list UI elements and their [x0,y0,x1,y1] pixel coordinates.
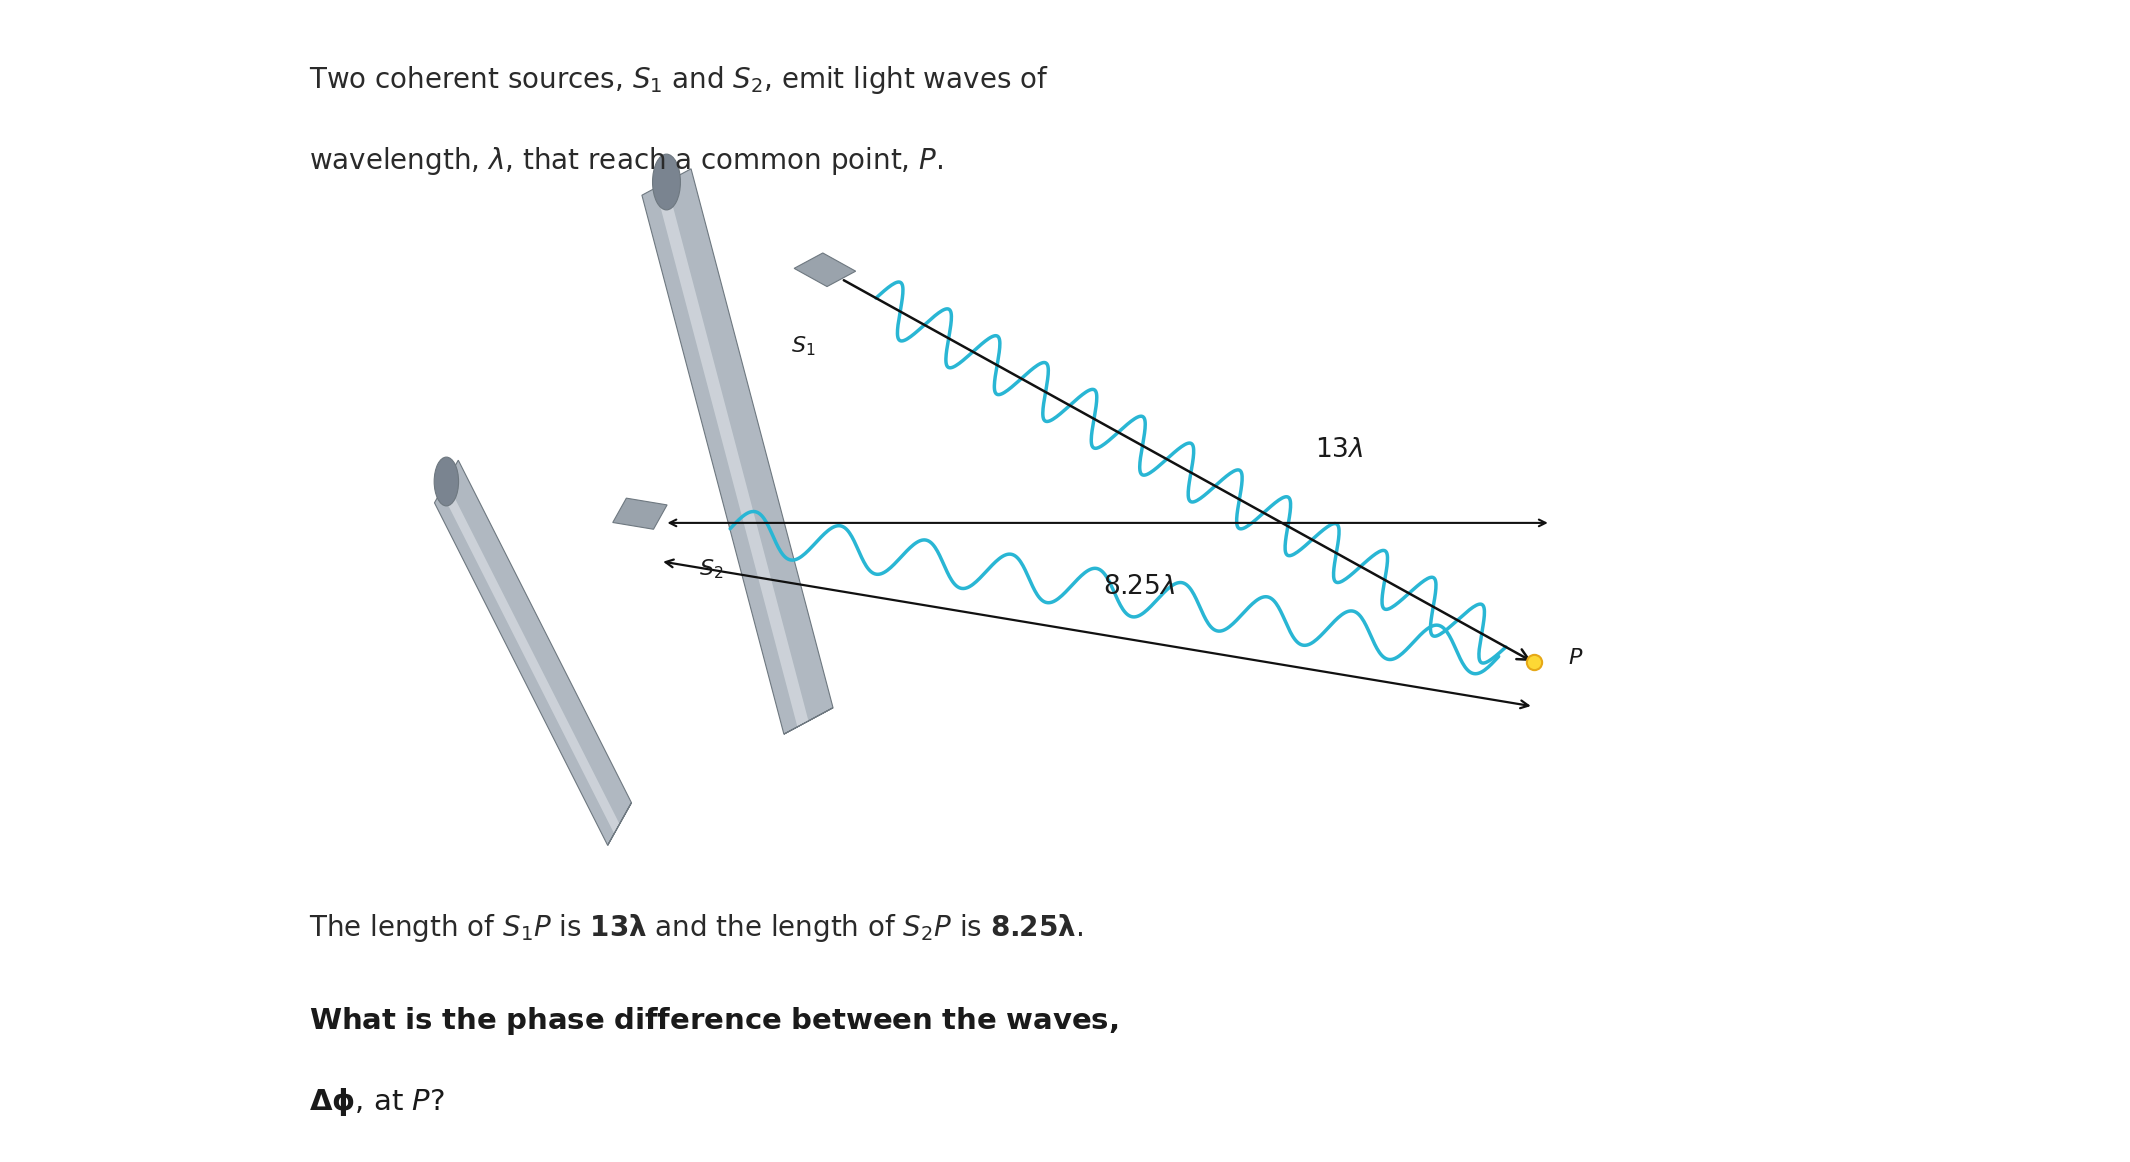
Text: $S_2$: $S_2$ [699,558,722,581]
Polygon shape [435,460,630,845]
Text: $8.25\lambda$: $8.25\lambda$ [1103,574,1176,600]
Text: $13\lambda$: $13\lambda$ [1314,437,1363,462]
Ellipse shape [652,155,679,210]
Polygon shape [784,708,833,734]
Text: Two coherent sources, $S_1$ and $S_2$, emit light waves of: Two coherent sources, $S_1$ and $S_2$, e… [309,64,1048,96]
Text: The length of $S_1P$ is $\mathbf{13\lambda}$ and the length of $S_2P$ is $\mathb: The length of $S_1P$ is $\mathbf{13\lamb… [309,912,1082,945]
Polygon shape [794,253,856,287]
Text: wavelength, $\lambda$, that reach a common point, $\mathit{P}$.: wavelength, $\lambda$, that reach a comm… [309,145,944,178]
Polygon shape [613,498,667,529]
Text: $\mathbf{\Delta\phi}$, at $\mathit{P}$?: $\mathbf{\Delta\phi}$, at $\mathit{P}$? [309,1086,445,1119]
Polygon shape [641,168,833,734]
Polygon shape [441,481,620,833]
Ellipse shape [435,457,458,505]
Text: $\mathbf{What\ is\ the\ phase\ difference\ between\ the\ waves,}$: $\mathbf{What\ is\ the\ phase\ differenc… [309,1005,1118,1038]
Text: $P$: $P$ [1568,647,1583,668]
Polygon shape [607,803,630,845]
Text: $S_1$: $S_1$ [790,335,816,358]
Polygon shape [656,182,809,727]
